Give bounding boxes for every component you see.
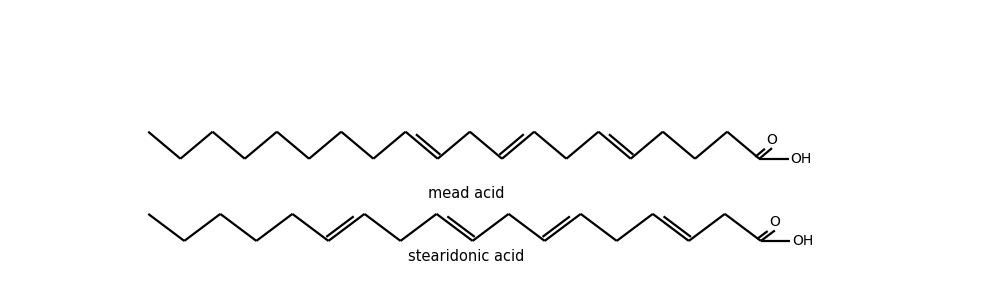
Text: O: O (769, 215, 780, 229)
Text: OH: OH (792, 234, 813, 248)
Text: OH: OH (790, 152, 812, 166)
Text: mead acid: mead acid (428, 186, 504, 201)
Text: stearidonic acid: stearidonic acid (408, 249, 524, 264)
Text: O: O (767, 133, 777, 147)
